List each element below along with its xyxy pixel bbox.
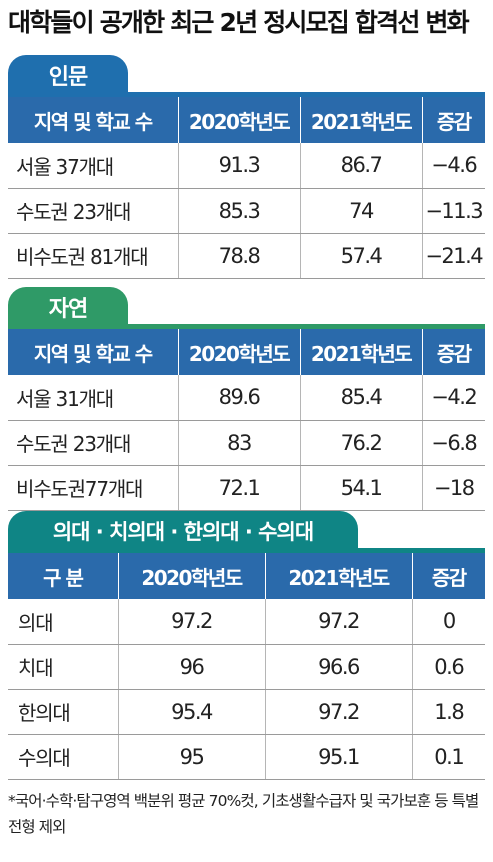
column-header-2021: 2021학년도 [299, 97, 422, 143]
page-title: 대학들이 공개한 최근 2년 정시모집 합격선 변화 [8, 8, 470, 37]
value-2021: 85.4 [299, 375, 422, 421]
row-label: 비수도권 81개대 [8, 233, 178, 279]
value-2020: 95.4 [117, 689, 265, 735]
footnote: *국어·수학·탐구영역 백분위 평균 70%컷, 기초생활수급자 및 국가보훈 … [8, 792, 479, 836]
value-change: −21.4 [421, 233, 485, 279]
value-2021: 97.2 [264, 689, 412, 735]
science-table: 지역 및 학교 수 2020학년도 2021학년도 증감 서울 31개대 89.… [8, 329, 485, 511]
section-band-humanities [8, 92, 485, 97]
value-change: −18 [421, 465, 485, 511]
table-row: 수도권 23개대 85.3 74 −11.3 [8, 188, 485, 234]
table-row: 비수도권77개대 72.1 54.1 −18 [8, 465, 485, 511]
column-header-2021: 2021학년도 [299, 329, 422, 375]
table-header-row: 구 분 2020학년도 2021학년도 증감 [8, 553, 485, 599]
value-2021: 95.1 [264, 734, 412, 780]
table-row: 서울 31개대 89.6 85.4 −4.2 [8, 375, 485, 421]
value-2020: 85.3 [177, 188, 300, 234]
row-label: 서울 37개대 [8, 143, 178, 189]
section-band-medical [8, 548, 485, 553]
row-label: 비수도권77개대 [8, 465, 178, 511]
value-2020: 91.3 [177, 143, 300, 189]
row-label: 수도권 23개대 [8, 188, 178, 234]
section-band-science [8, 324, 485, 329]
column-header-change: 증감 [411, 553, 485, 599]
table-row: 수의대 95 95.1 0.1 [8, 734, 485, 780]
value-2020: 72.1 [177, 465, 300, 511]
value-change: −4.6 [421, 143, 485, 189]
column-header-2020: 2020학년도 [177, 97, 300, 143]
row-label: 수의대 [8, 734, 118, 780]
table-header-row: 지역 및 학교 수 2020학년도 2021학년도 증감 [8, 329, 485, 375]
row-label: 수도권 23개대 [8, 420, 178, 466]
value-change: 0.6 [411, 644, 485, 690]
value-change: 0 [411, 599, 485, 645]
value-2021: 54.1 [299, 465, 422, 511]
row-label: 서울 31개대 [8, 375, 178, 421]
table-row: 의대 97.2 97.2 0 [8, 599, 485, 645]
value-2020: 78.8 [177, 233, 300, 279]
value-change: 1.8 [411, 689, 485, 735]
value-2020: 83 [177, 420, 300, 466]
column-header-category: 구 분 [8, 553, 118, 599]
row-label: 한의대 [8, 689, 118, 735]
table-row: 치대 96 96.6 0.6 [8, 644, 485, 690]
column-header-2021: 2021학년도 [264, 553, 412, 599]
value-2020: 97.2 [117, 599, 265, 645]
column-header-change: 증감 [421, 329, 485, 375]
table-row: 비수도권 81개대 78.8 57.4 −21.4 [8, 233, 485, 279]
value-change: −11.3 [421, 188, 485, 234]
column-header-region: 지역 및 학교 수 [8, 329, 178, 375]
value-2021: 96.6 [264, 644, 412, 690]
value-2021: 86.7 [299, 143, 422, 189]
column-header-region: 지역 및 학교 수 [8, 97, 178, 143]
row-label: 의대 [8, 599, 118, 645]
value-2021: 57.4 [299, 233, 422, 279]
column-header-2020: 2020학년도 [117, 553, 265, 599]
humanities-table: 지역 및 학교 수 2020학년도 2021학년도 증감 서울 37개대 91.… [8, 97, 485, 279]
table-header-row: 지역 및 학교 수 2020학년도 2021학년도 증감 [8, 97, 485, 143]
value-2020: 95 [117, 734, 265, 780]
section-tab-science: 자연 [8, 287, 128, 327]
row-label: 치대 [8, 644, 118, 690]
value-change: −6.8 [421, 420, 485, 466]
value-change: −4.2 [421, 375, 485, 421]
value-change: 0.1 [411, 734, 485, 780]
value-2021: 76.2 [299, 420, 422, 466]
value-2020: 89.6 [177, 375, 300, 421]
value-2021: 97.2 [264, 599, 412, 645]
column-header-change: 증감 [421, 97, 485, 143]
value-2020: 96 [117, 644, 265, 690]
section-tab-humanities: 인문 [8, 55, 128, 95]
table-row: 수도권 23개대 83 76.2 −6.8 [8, 420, 485, 466]
medical-table: 구 분 2020학년도 2021학년도 증감 의대 97.2 97.2 0 치대… [8, 553, 485, 780]
table-row: 서울 37개대 91.3 86.7 −4.6 [8, 143, 485, 189]
value-2021: 74 [299, 188, 422, 234]
column-header-2020: 2020학년도 [177, 329, 300, 375]
section-tab-medical: 의대 · 치의대 · 한의대 · 수의대 [8, 511, 358, 551]
table-row: 한의대 95.4 97.2 1.8 [8, 689, 485, 735]
